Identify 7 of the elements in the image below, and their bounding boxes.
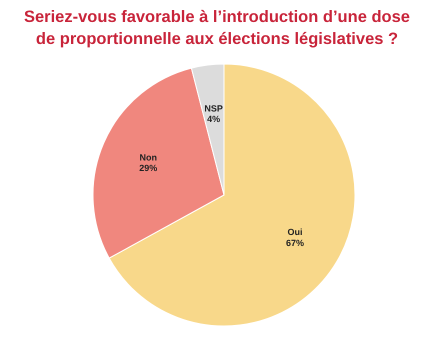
slice-label: NSP [204, 103, 223, 114]
data-label: 67% [286, 238, 304, 248]
data-label: 4% [207, 114, 220, 124]
chart-title: Seriez-vous favorable à l’introduction d’une dose de proportionnelle aux élections législatives ? [23, 7, 411, 50]
data-label: 29% [139, 163, 158, 174]
slice-label: Oui [288, 227, 303, 238]
slice-label: Non [140, 152, 158, 162]
